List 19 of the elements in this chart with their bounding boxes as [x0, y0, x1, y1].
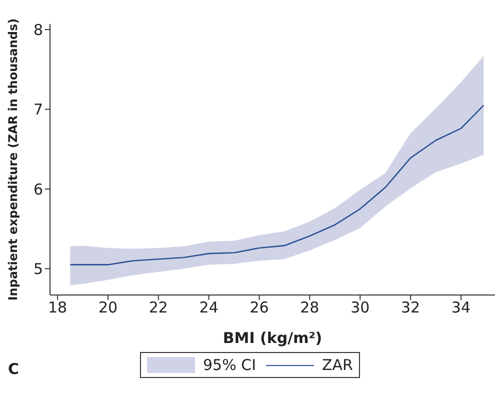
line-series [70, 104, 484, 266]
y-tick-label: 7 [33, 100, 43, 119]
text: 95% CI [203, 356, 256, 374]
x-tick-label: 24 [199, 298, 218, 317]
x-axis-title: BMI (kg/m²) [222, 329, 322, 347]
x-tick-label: 22 [148, 298, 168, 317]
y-axis-title: Inpatient expenditure (ZAR in thousands) [6, 18, 20, 301]
x-tick-label: 30 [350, 298, 370, 317]
y-tick-label: 6 [33, 180, 43, 198]
x-tick-label: 26 [250, 298, 269, 317]
x-tick-label: 34 [451, 298, 471, 317]
text: C [8, 360, 20, 378]
x-tick-label: 32 [400, 298, 420, 317]
y-tick-label: 8 [33, 20, 43, 39]
y-tick-label: 5 [33, 260, 43, 278]
legend-label: ZAR [322, 356, 353, 374]
x-tick-label: 28 [300, 298, 320, 317]
x-tick-label: 20 [98, 298, 118, 317]
x-tick-label: 18 [48, 298, 68, 317]
